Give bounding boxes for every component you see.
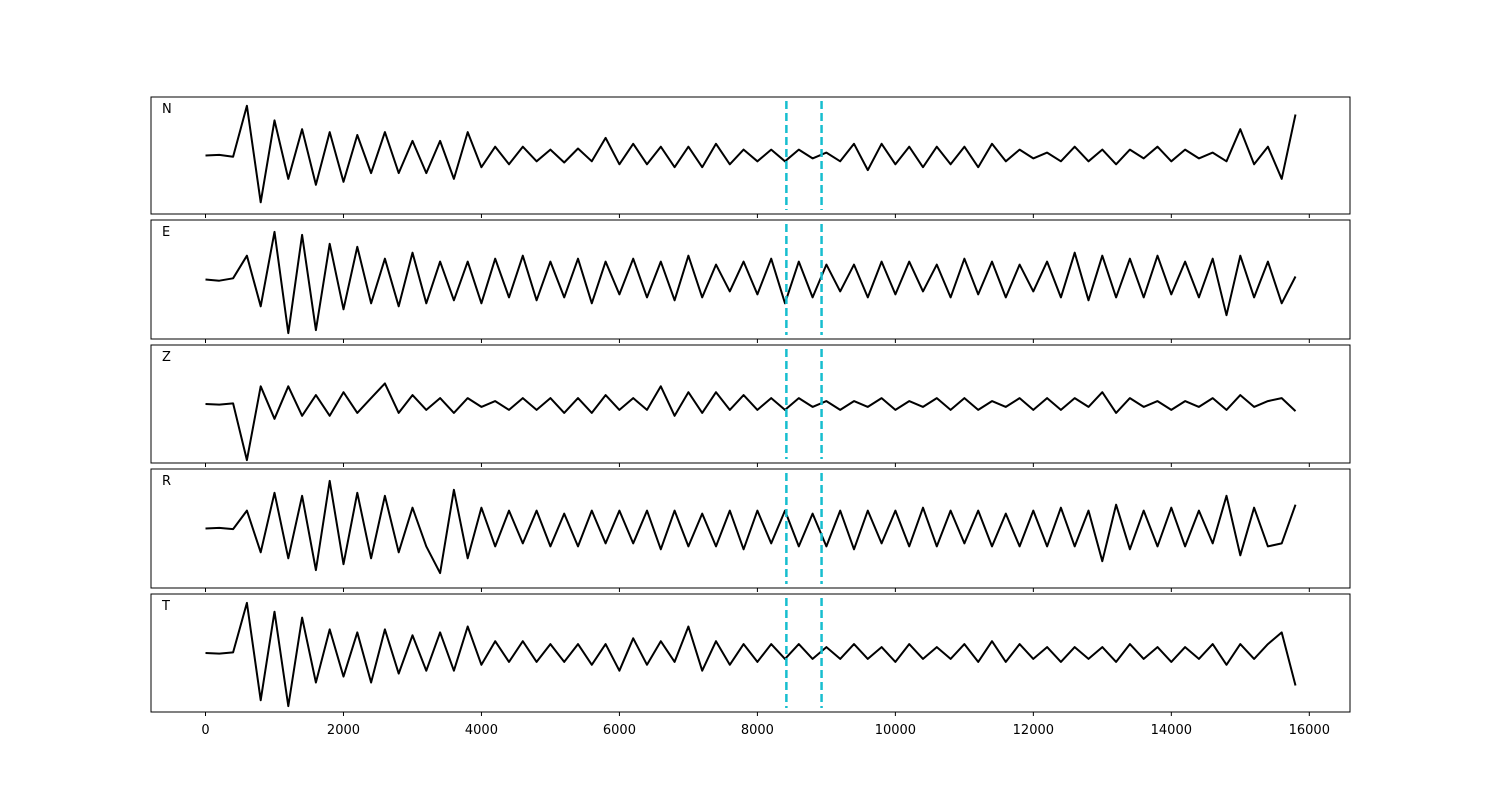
x-tick-label: 0 — [201, 723, 209, 738]
panel-label: R — [162, 474, 171, 489]
panel-frame — [150, 468, 1351, 589]
trace — [205, 382, 1297, 462]
x-tick-label: 12000 — [1013, 723, 1054, 738]
x-tick-label: 2000 — [327, 723, 360, 738]
panel-label: T — [161, 599, 170, 614]
panel-frame — [150, 96, 1351, 215]
x-tick-label: 4000 — [465, 723, 498, 738]
panel-label: N — [162, 102, 172, 117]
trace — [205, 104, 1297, 204]
x-tick-label: 10000 — [875, 723, 916, 738]
panel-label: E — [162, 225, 170, 240]
panel-label: Z — [162, 350, 171, 365]
x-tick-label: 6000 — [603, 723, 636, 738]
x-tick-label: 8000 — [741, 723, 774, 738]
panel-frame — [150, 593, 1351, 713]
trace — [205, 601, 1297, 708]
trace — [205, 230, 1297, 335]
x-tick-label: 16000 — [1289, 723, 1330, 738]
panel-frame — [150, 344, 1351, 464]
x-tick-label: 14000 — [1151, 723, 1192, 738]
panel-frame — [150, 219, 1351, 340]
trace — [205, 479, 1297, 575]
